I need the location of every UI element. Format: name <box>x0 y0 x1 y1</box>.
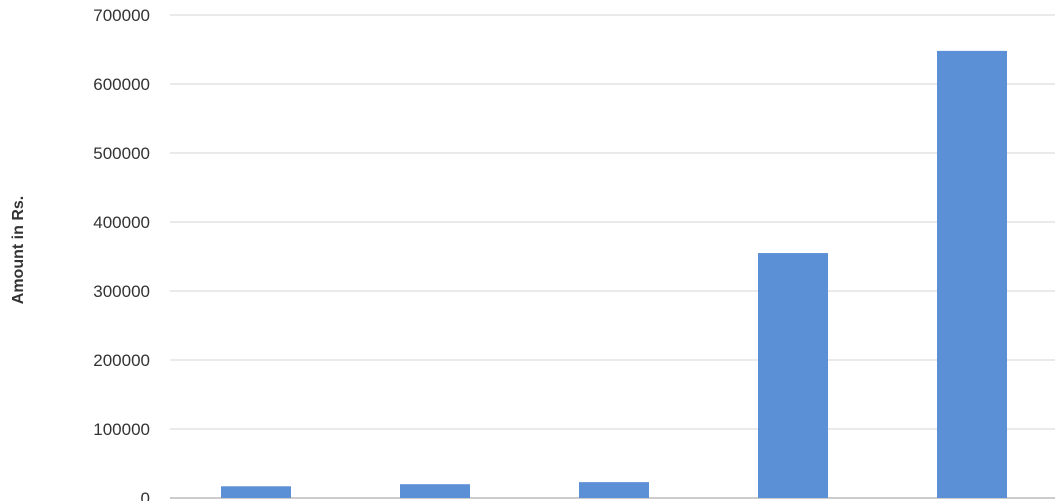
bar-5 <box>937 50 1007 498</box>
y-tick-label: 100000 <box>93 420 150 439</box>
bar-3 <box>579 482 649 498</box>
bar-1 <box>221 486 291 498</box>
y-tick-label: 300000 <box>93 282 150 301</box>
bar-2 <box>400 484 470 498</box>
y-tick-label: 700000 <box>93 6 150 25</box>
bars <box>221 50 1007 498</box>
y-tick-label: 600000 <box>93 75 150 94</box>
y-tick-label: 0 <box>141 489 150 501</box>
y-axis-tick-labels: 0 100000 200000 300000 400000 500000 600000 700… <box>93 6 150 501</box>
bar-4 <box>758 253 828 498</box>
y-axis-title: Amount in Rs. <box>10 196 27 304</box>
y-tick-label: 400000 <box>93 213 150 232</box>
gridlines <box>170 14 1055 499</box>
y-tick-label: 200000 <box>93 351 150 370</box>
y-tick-label: 500000 <box>93 144 150 163</box>
